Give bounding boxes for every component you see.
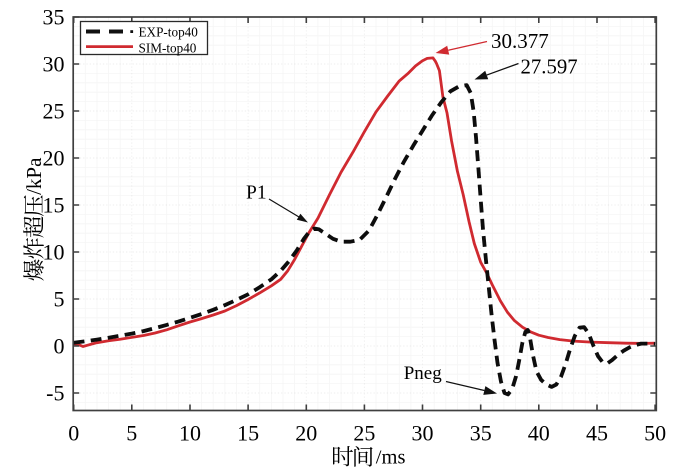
svg-text:0: 0 bbox=[54, 333, 65, 358]
svg-text:/kPa: /kPa bbox=[22, 157, 46, 195]
svg-text:P1: P1 bbox=[246, 182, 267, 203]
svg-text:5: 5 bbox=[126, 421, 137, 446]
svg-text:30: 30 bbox=[43, 51, 65, 76]
svg-text:-5: -5 bbox=[46, 380, 64, 405]
svg-text:/ms: /ms bbox=[376, 447, 406, 469]
svg-text:5: 5 bbox=[54, 286, 65, 311]
svg-text:15: 15 bbox=[237, 421, 259, 446]
svg-text:35: 35 bbox=[470, 421, 492, 446]
svg-text:40: 40 bbox=[528, 421, 550, 446]
svg-text:50: 50 bbox=[644, 421, 666, 446]
svg-text:30: 30 bbox=[412, 421, 434, 446]
svg-text:20: 20 bbox=[295, 421, 317, 446]
svg-text:Pneg: Pneg bbox=[404, 363, 443, 384]
svg-text:45: 45 bbox=[586, 421, 608, 446]
svg-text:30.377: 30.377 bbox=[491, 29, 549, 53]
svg-text:SIM-top40: SIM-top40 bbox=[139, 40, 197, 55]
svg-text:EXP-top40: EXP-top40 bbox=[139, 25, 199, 40]
svg-text:15: 15 bbox=[43, 192, 65, 217]
svg-text:10: 10 bbox=[179, 421, 201, 446]
svg-text:25: 25 bbox=[353, 421, 375, 446]
svg-text:20: 20 bbox=[43, 145, 65, 170]
svg-text:27.597: 27.597 bbox=[521, 56, 578, 79]
svg-text:25: 25 bbox=[43, 98, 65, 123]
svg-text:10: 10 bbox=[43, 239, 65, 264]
svg-text:0: 0 bbox=[68, 421, 79, 446]
svg-text:35: 35 bbox=[43, 4, 65, 29]
